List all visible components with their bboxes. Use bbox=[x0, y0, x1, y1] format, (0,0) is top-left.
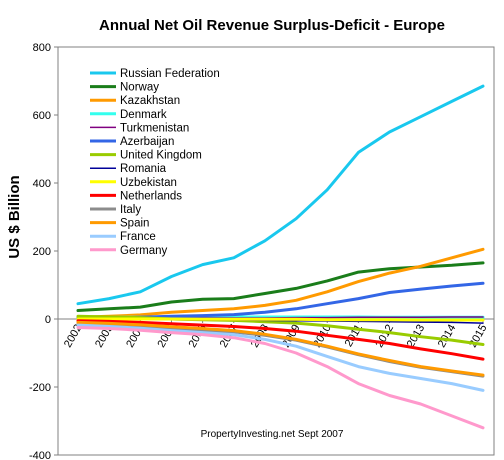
legend-label-turkmenistan: Turkmenistan bbox=[120, 122, 189, 134]
legend-label-russian-federation: Russian Federation bbox=[120, 68, 220, 80]
y-axis-label: US $ Billion bbox=[6, 175, 23, 258]
legend-label-denmark: Denmark bbox=[120, 109, 167, 121]
y-tick-label: 200 bbox=[33, 246, 51, 258]
series-line-germany bbox=[76, 326, 485, 430]
legend-label-italy: Italy bbox=[120, 204, 141, 216]
legend-label-united-kingdom: United Kingdom bbox=[120, 150, 202, 162]
x-tick-label: 2015 bbox=[467, 323, 490, 350]
legend-label-uzbekistan: Uzbekistan bbox=[120, 177, 177, 189]
source-annotation: PropertyInvesting.net Sept 2007 bbox=[201, 429, 344, 440]
series-line-spain bbox=[76, 320, 485, 377]
series-lines bbox=[76, 84, 485, 430]
y-tick-label: -400 bbox=[29, 450, 51, 460]
legend-label-norway: Norway bbox=[120, 82, 159, 94]
y-axis: -400 -200 0 200 400 600 800 bbox=[29, 42, 58, 460]
legend-label-azerbaijan: Azerbaijan bbox=[120, 136, 174, 148]
y-tick-label: 400 bbox=[33, 178, 51, 190]
y-tick-label: 0 bbox=[45, 314, 51, 326]
y-tick-label: -200 bbox=[29, 382, 51, 394]
series-line-netherlands bbox=[76, 319, 485, 361]
series-line-azerbaijan bbox=[76, 281, 485, 320]
legend-label-romania: Romania bbox=[120, 163, 167, 175]
y-tick-label: 600 bbox=[33, 110, 51, 122]
series-line-france bbox=[76, 323, 485, 392]
legend-label-france: France bbox=[120, 231, 156, 243]
legend-label-kazakhstan: Kazakhstan bbox=[120, 95, 180, 107]
y-tick-label: 800 bbox=[33, 42, 51, 54]
series-line-russian-federation bbox=[76, 84, 485, 306]
legend-label-spain: Spain bbox=[120, 218, 149, 230]
x-tick-label: 2014 bbox=[436, 323, 459, 350]
series-line-uzbekistan bbox=[76, 317, 485, 322]
x-tick-label: 2012 bbox=[374, 323, 397, 350]
chart-title: Annual Net Oil Revenue Surplus-Deficit -… bbox=[99, 17, 445, 34]
legend-label-germany: Germany bbox=[120, 245, 168, 257]
series-line-kazakhstan bbox=[76, 247, 485, 319]
legend-label-netherlands: Netherlands bbox=[120, 190, 182, 202]
